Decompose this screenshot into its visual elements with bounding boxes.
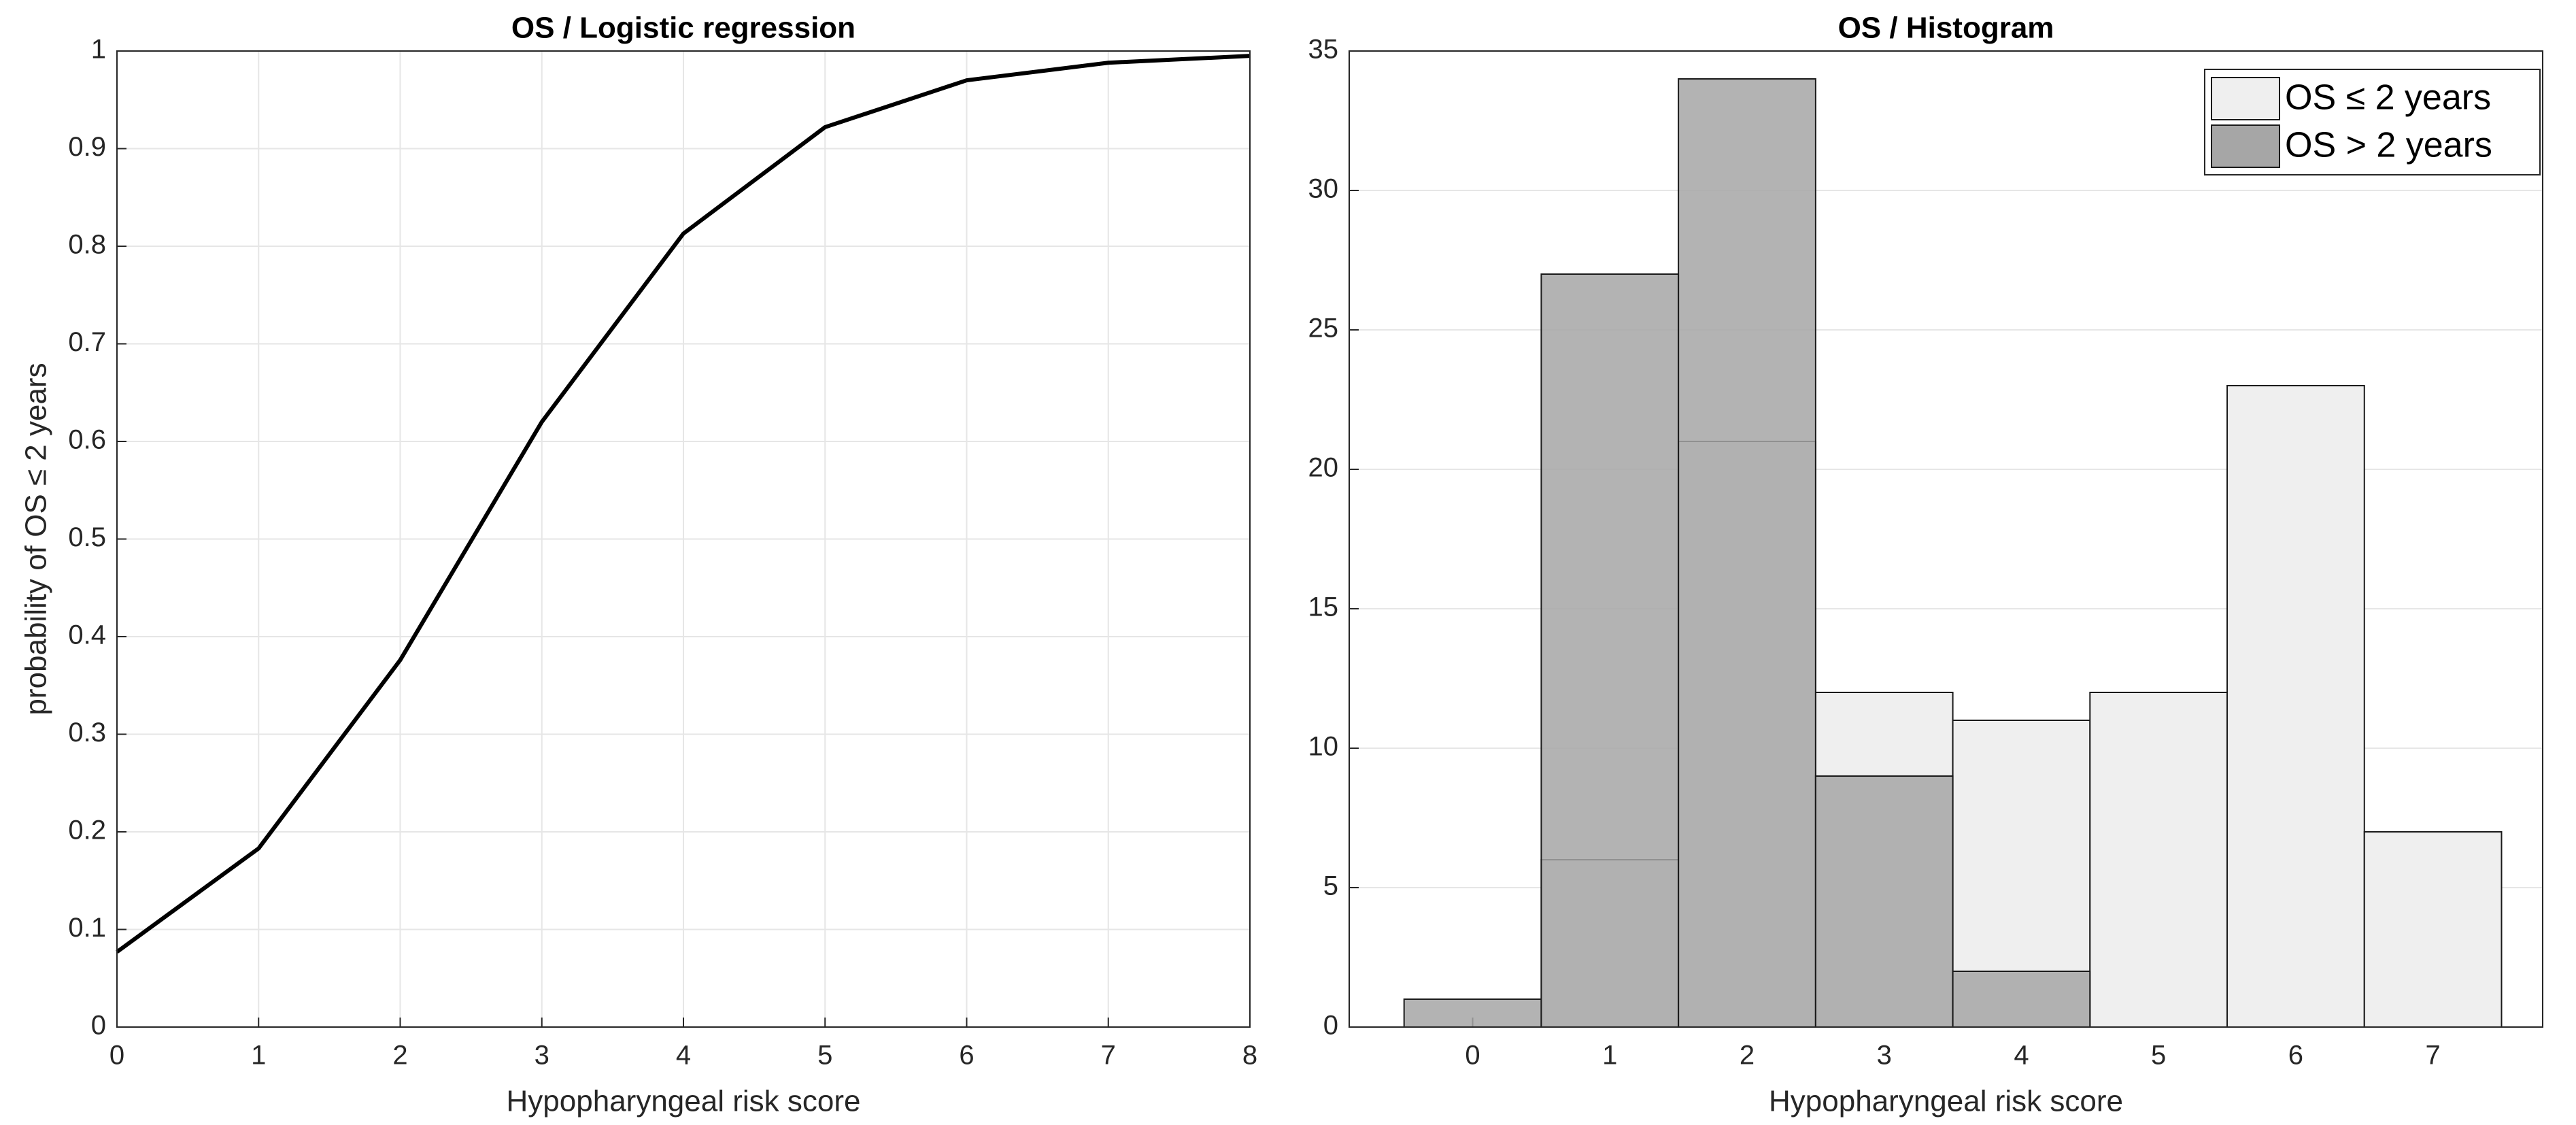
chart-panel: 0 5 10 15 20 25 30 35 0 1 2 3 4 5 6 7 OS ≤ 2 years OS > 2… (1308, 12, 2543, 1118)
x-tick-label: 2 (392, 1041, 407, 1071)
x-tick-label: 3 (535, 1041, 549, 1071)
y-tick-label: 15 (1308, 592, 1339, 622)
histogram-bar (1540, 273, 1680, 1028)
legend-swatch (2211, 124, 2280, 168)
x-tick-label: 4 (676, 1041, 691, 1071)
x-tick-label: 3 (1877, 1041, 1892, 1071)
x-axis-title: Hypopharyngeal risk score (507, 1085, 861, 1118)
x-tick-label: 1 (1602, 1041, 1617, 1071)
chart-title: OS / Logistic regression (511, 12, 855, 45)
y-tick-label: 1 (91, 35, 106, 65)
y-tick-label: 0 (91, 1011, 106, 1041)
axes-box (1349, 50, 2543, 1028)
legend-label: OS ≤ 2 years (2285, 78, 2491, 118)
y-tick-label: 0.4 (68, 620, 106, 650)
x-tick-label: 0 (109, 1041, 124, 1071)
y-tick-label: 10 (1308, 732, 1339, 762)
y-axis-title: probability of OS ≤ 2 years (20, 363, 53, 715)
axes-box (116, 50, 1251, 1028)
histogram-bar (2089, 692, 2228, 1028)
histogram-bar (2226, 385, 2365, 1028)
x-tick-label: 1 (251, 1041, 266, 1071)
x-axis-title: Hypopharyngeal risk score (1769, 1085, 2123, 1118)
x-tick-label: 5 (817, 1041, 832, 1071)
x-tick-label: 4 (2014, 1041, 2029, 1071)
y-tick-label: 0.3 (68, 718, 106, 748)
histogram-bar (1814, 775, 1954, 1028)
histogram-bar (1952, 971, 2091, 1028)
x-tick-label: 0 (1465, 1041, 1480, 1071)
y-tick-label: 35 (1308, 35, 1339, 65)
y-tick-label: 5 (1323, 871, 1338, 901)
y-tick-label: 20 (1308, 453, 1339, 483)
y-tick-label: 0.2 (68, 816, 106, 845)
y-tick-label: 30 (1308, 174, 1339, 204)
y-tick-label: 0.7 (68, 327, 106, 357)
legend-swatch (2211, 77, 2280, 120)
histogram-bar (1678, 78, 1816, 1028)
histogram-bar (2363, 831, 2503, 1028)
x-tick-label: 7 (2425, 1041, 2440, 1071)
y-tick-label: 0 (1323, 1011, 1338, 1041)
chart-panel: 0 0.1 0.2 0.3 0.4 0.5 0.6 0.7 0.8 0.9 1 0 1 2 3 4 5 6 7 8 OS… (20, 12, 1258, 1118)
y-tick-label: 0.5 (68, 522, 106, 552)
y-tick-label: 0.8 (68, 230, 106, 260)
x-tick-label: 6 (2288, 1041, 2303, 1071)
histogram-bar (1403, 998, 1542, 1028)
x-tick-label: 6 (959, 1041, 974, 1071)
y-tick-label: 25 (1308, 314, 1339, 343)
x-tick-label: 5 (2151, 1041, 2166, 1071)
line-series (116, 54, 1251, 954)
y-tick-label: 0.1 (68, 913, 106, 943)
y-tick-label: 0.6 (68, 425, 106, 455)
legend-label: OS > 2 years (2285, 126, 2492, 165)
x-tick-label: 2 (1740, 1041, 1755, 1071)
x-tick-label: 7 (1101, 1041, 1116, 1071)
y-tick-label: 0.9 (68, 132, 106, 162)
x-tick-label: 8 (1242, 1041, 1257, 1071)
chart-title: OS / Histogram (1838, 12, 2054, 45)
